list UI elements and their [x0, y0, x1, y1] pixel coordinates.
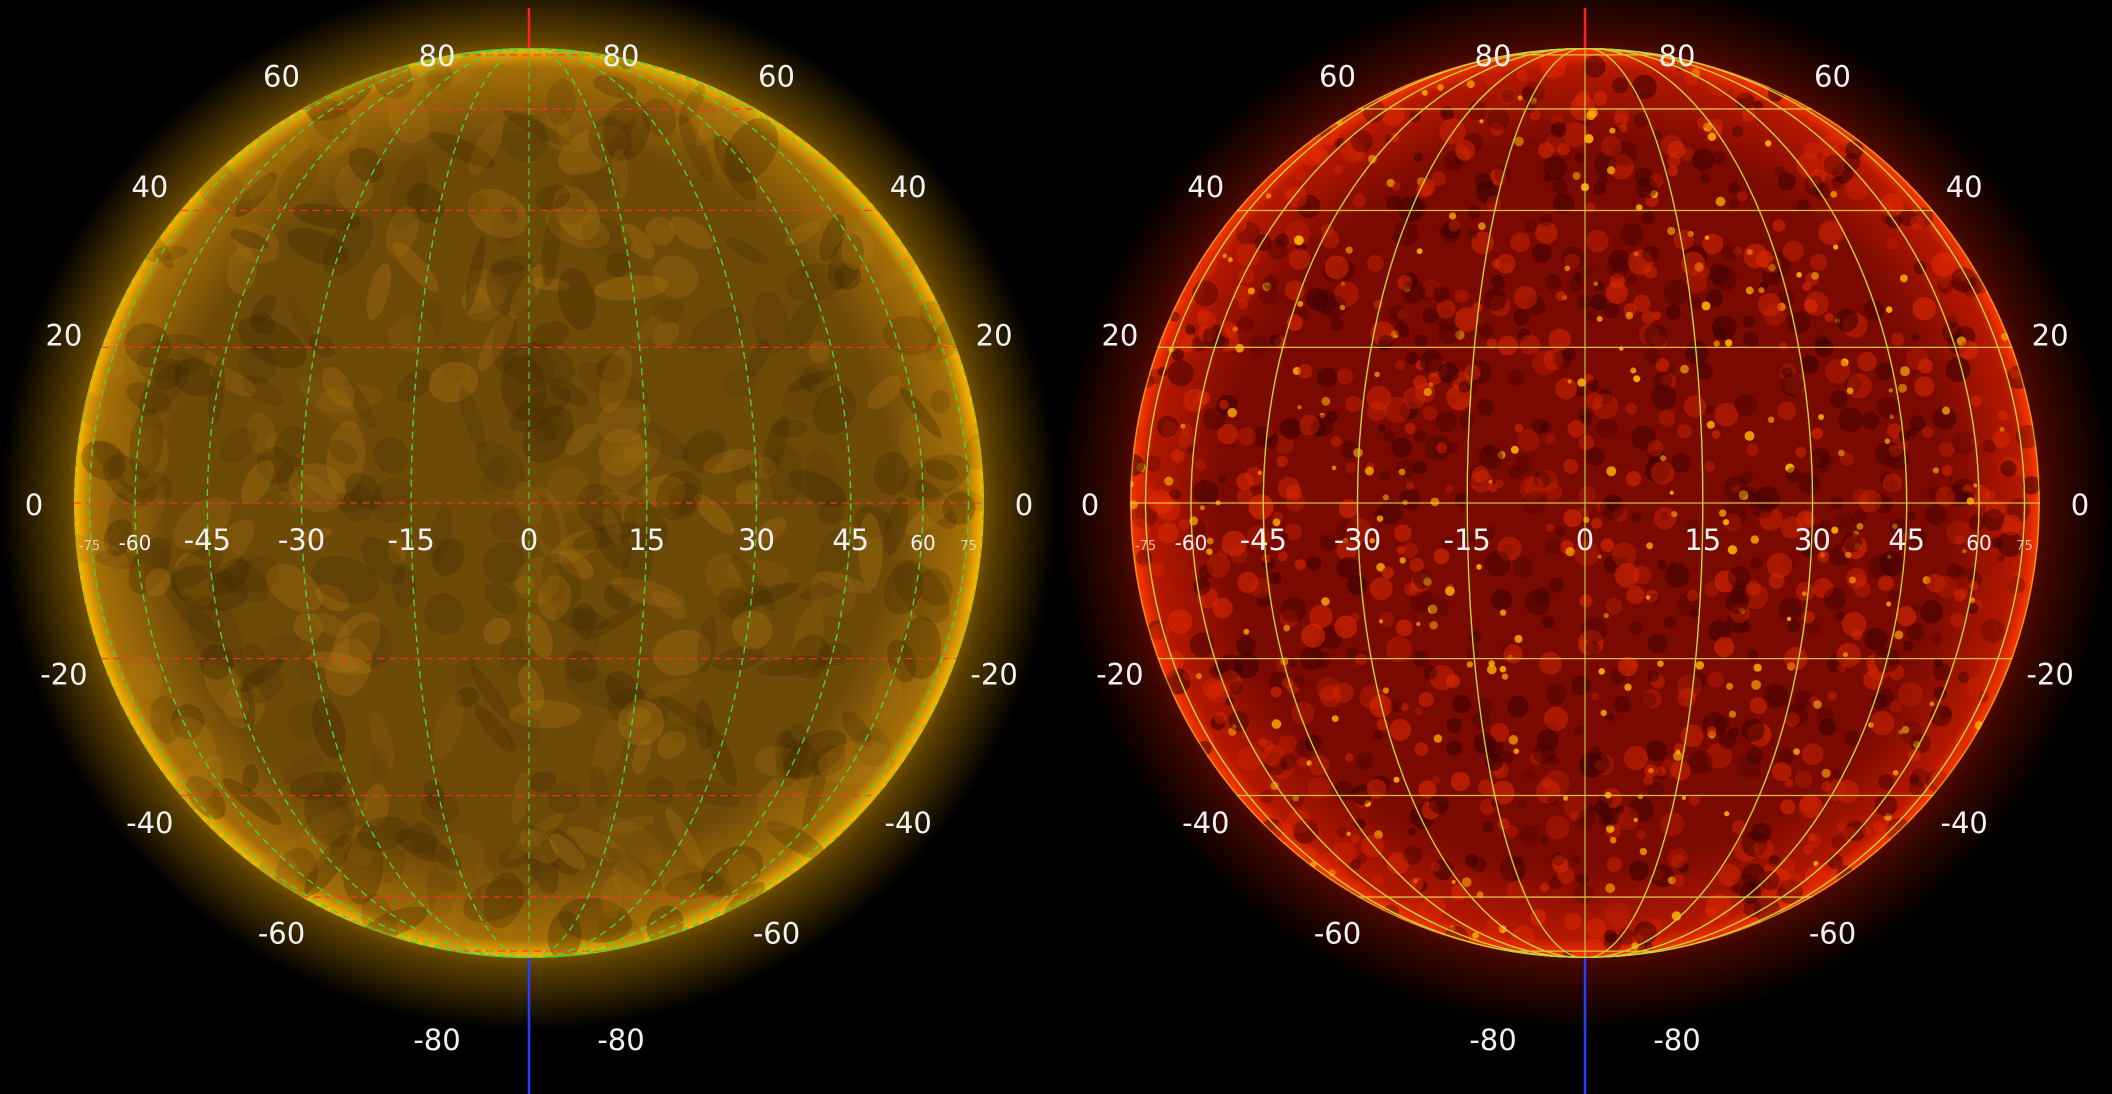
sun-image-left: 80 80 60 60 40 40 20 20 0 0 -20 -20 -40 -40 -60 -60 -80 -…: [1, 0, 1056, 1094]
longitude-label: 15: [1684, 523, 1721, 557]
latitude-label-left: -80: [413, 1023, 460, 1057]
limb-line: [74, 48, 984, 958]
latitude-label-left: -80: [1469, 1023, 1516, 1057]
longitude-label: 15: [628, 523, 665, 557]
longitude-label: -15: [1444, 523, 1491, 557]
longitude-label: -60: [1175, 531, 1208, 555]
longitude-line: [300, 48, 758, 958]
latitude-label-right: -40: [1941, 806, 1988, 840]
longitude-label: -75: [79, 539, 100, 554]
latitude-label-left: 80: [1475, 39, 1512, 73]
longitude-line: [1262, 48, 1908, 958]
latitude-label-right: -80: [597, 1023, 644, 1057]
heliographic-grid: [74, 48, 984, 958]
latitude-label-right: -60: [753, 917, 800, 951]
longitude-label: 45: [832, 523, 869, 557]
longitude-label: 75: [960, 539, 977, 554]
latitude-label-left: 20: [45, 319, 82, 353]
longitude-label: 0: [1576, 523, 1594, 557]
latitude-label-left: -60: [258, 917, 305, 951]
latitude-label-right: 20: [2032, 319, 2069, 353]
longitude-line: [1466, 48, 1704, 958]
latitude-label-left: -20: [1096, 657, 1143, 691]
longitude-line: [410, 48, 648, 958]
longitude-label: 75: [2016, 539, 2033, 554]
longitude-label: 60: [910, 531, 935, 555]
latitude-label-left: -60: [1314, 917, 1361, 951]
latitude-label-right: 0: [1015, 488, 1033, 522]
sun-image-right: 80 80 60 60 40 40 20 20 0 0 -20 -20 -40 -40 -60 -60 -80 -…: [1057, 0, 2112, 1094]
longitude-line: [1356, 48, 1814, 958]
surface-texture: [1130, 48, 2040, 958]
latitude-label-left: 20: [1101, 319, 1138, 353]
longitude-label: -30: [278, 523, 325, 557]
longitude-line: [1190, 48, 1980, 958]
latitude-label-left: -20: [40, 657, 87, 691]
longitude-label: 0: [520, 523, 538, 557]
latitude-label-right: -20: [970, 657, 1017, 691]
longitude-labels: -75 -60 -45 -30 -15 0 15 30 45 60 75: [79, 523, 977, 557]
latitude-label-left: 40: [131, 170, 168, 204]
solar-disk: [74, 48, 984, 958]
latitude-label-left: 40: [1187, 170, 1224, 204]
latitude-label-left: 60: [1319, 59, 1356, 93]
latitude-label-right: -80: [1653, 1023, 1700, 1057]
longitude-label: 30: [1794, 523, 1831, 557]
limb-line: [1130, 48, 2040, 958]
longitude-line: [134, 48, 924, 958]
latitude-label-right: 40: [890, 170, 927, 204]
latitude-label-right: 60: [1814, 59, 1851, 93]
latitude-labels: 80 80 60 60 40 40 20 20 0 0 -20 -20 -40 -40 -60 -60 -80 -…: [1081, 39, 2089, 1057]
latitude-label-right: 80: [1659, 39, 1696, 73]
latitude-label-right: 40: [1946, 170, 1983, 204]
latitude-label-left: 0: [1081, 488, 1099, 522]
latitude-label-left: 80: [419, 39, 456, 73]
longitude-label: -45: [1240, 523, 1287, 557]
longitude-line: [206, 48, 852, 958]
latitude-label-right: -60: [1809, 917, 1856, 951]
longitude-label: -15: [388, 523, 435, 557]
latitude-label-right: 80: [603, 39, 640, 73]
latitude-label-right: 0: [2071, 488, 2089, 522]
longitude-label: 30: [738, 523, 775, 557]
sun-panel-left: 80 80 60 60 40 40 20 20 0 0 -20 -20 -40 -40 -60 -60 -80 -…: [1, 0, 1056, 1094]
latitude-label-right: 20: [976, 319, 1013, 353]
longitude-label: 60: [1966, 531, 1991, 555]
longitude-labels: -75 -60 -45 -30 -15 0 15 30 45 60 75: [1135, 523, 2033, 557]
latitude-labels: 80 80 60 60 40 40 20 20 0 0 -20 -20 -40 -40 -60 -60 -80 -…: [25, 39, 1033, 1057]
longitude-line: [1144, 48, 2026, 958]
latitude-label-left: -40: [126, 806, 173, 840]
longitude-label: -30: [1334, 523, 1381, 557]
latitude-label-right: -40: [885, 806, 932, 840]
longitude-label: -60: [119, 531, 152, 555]
latitude-label-left: -40: [1182, 806, 1229, 840]
sun-panel-right: 80 80 60 60 40 40 20 20 0 0 -20 -20 -40 -40 -60 -60 -80 -…: [1056, 0, 2112, 1094]
heliographic-grid: [1130, 48, 2040, 958]
latitude-label-right: -20: [2026, 657, 2073, 691]
longitude-label: -75: [1135, 539, 1156, 554]
longitude-label: -45: [184, 523, 231, 557]
longitude-line: [88, 48, 970, 958]
longitude-label: 45: [1888, 523, 1925, 557]
latitude-label-left: 0: [25, 488, 43, 522]
latitude-label-left: 60: [263, 59, 300, 93]
latitude-label-right: 60: [758, 59, 795, 93]
